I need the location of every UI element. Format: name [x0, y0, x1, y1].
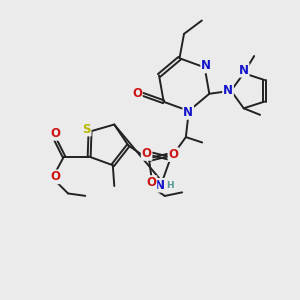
- Text: O: O: [50, 127, 60, 140]
- Text: N: N: [183, 106, 193, 119]
- Text: N: N: [201, 59, 211, 72]
- Text: O: O: [146, 176, 157, 189]
- Text: O: O: [142, 147, 152, 160]
- Text: N: N: [155, 179, 165, 192]
- Text: N: N: [239, 64, 249, 77]
- Text: O: O: [51, 170, 61, 183]
- Text: S: S: [82, 123, 91, 136]
- Text: O: O: [132, 87, 142, 100]
- Text: H: H: [167, 181, 174, 190]
- Text: N: N: [223, 84, 233, 97]
- Text: O: O: [169, 148, 178, 161]
